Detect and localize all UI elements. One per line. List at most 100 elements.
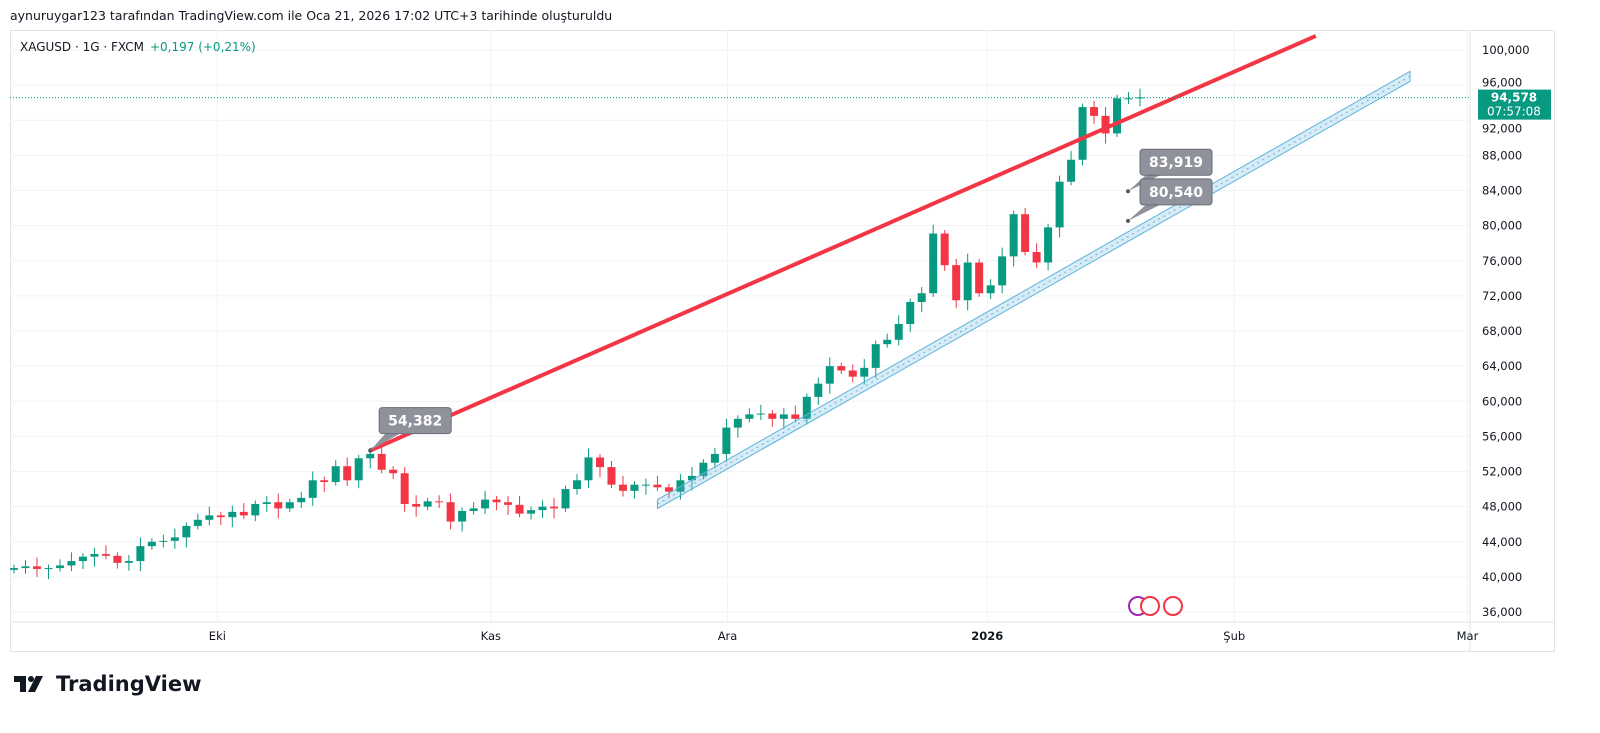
candle-body	[331, 466, 340, 483]
callout-label: 80,540	[1149, 185, 1203, 201]
candle	[147, 538, 156, 550]
candle-body	[308, 480, 317, 498]
last-price-value: 94,578	[1491, 91, 1537, 105]
candle	[1124, 92, 1133, 105]
candle	[871, 340, 880, 378]
candle	[929, 224, 938, 297]
candle-body	[147, 541, 156, 547]
candle	[124, 554, 133, 571]
candle-body	[10, 568, 18, 570]
y-tick-label: 44,000	[1482, 535, 1522, 549]
symbol-change: +0,197 (+0,21%)	[149, 40, 256, 54]
candle	[630, 481, 639, 499]
candle-body	[871, 344, 880, 368]
candle-body	[837, 366, 846, 371]
candle-body	[377, 453, 386, 470]
candle	[699, 459, 708, 480]
candle	[170, 528, 179, 549]
candle-body	[618, 484, 627, 491]
candle-body	[1124, 98, 1133, 100]
candle	[1009, 210, 1018, 267]
candle-body	[78, 556, 87, 562]
candle-body	[607, 467, 616, 485]
candle-body	[630, 484, 639, 491]
candle	[664, 483, 673, 498]
symbol-name: XAGUSD · 1G · FXCM	[20, 40, 144, 54]
candle	[584, 448, 593, 489]
candle-body	[1136, 97, 1145, 99]
candle	[435, 495, 444, 508]
candle	[492, 496, 501, 511]
candle-body	[354, 458, 363, 481]
candle-body	[1101, 115, 1110, 134]
y-tick-label: 80,000	[1482, 219, 1522, 233]
candle	[894, 315, 903, 346]
candle	[745, 408, 754, 423]
candle-body	[527, 510, 536, 514]
candle-body	[193, 519, 202, 526]
candle	[1113, 94, 1122, 137]
candle-body	[32, 566, 41, 569]
candle	[297, 491, 306, 508]
y-tick-label: 60,000	[1482, 394, 1522, 408]
candle	[1055, 175, 1064, 238]
candle	[883, 333, 892, 348]
candle-body	[814, 383, 823, 397]
candle-body	[205, 515, 214, 520]
price-callout: 83,919	[1126, 148, 1213, 194]
candle	[10, 564, 18, 574]
candle-body	[733, 418, 742, 428]
candle	[1090, 100, 1099, 124]
candle	[550, 497, 559, 519]
candle	[768, 410, 777, 427]
candle-body	[653, 484, 662, 488]
y-tick-label: 72,000	[1482, 289, 1522, 303]
candle	[1078, 103, 1087, 166]
candle-body	[262, 502, 271, 504]
candle-body	[44, 568, 53, 570]
candle	[285, 498, 294, 512]
y-tick-label: 36,000	[1482, 605, 1522, 619]
candle-body	[940, 233, 949, 266]
candle-body	[400, 473, 409, 504]
candle	[481, 490, 490, 515]
candle-body	[860, 367, 869, 377]
candle	[1044, 223, 1053, 271]
candle	[400, 467, 409, 512]
candle	[1032, 243, 1041, 269]
candle	[814, 377, 823, 405]
candle	[504, 496, 513, 515]
y-tick-label: 92,000	[1482, 122, 1522, 136]
candle	[998, 247, 1007, 294]
candle	[446, 493, 455, 530]
candle	[561, 485, 570, 512]
candle-body	[366, 453, 375, 459]
candle	[618, 475, 627, 497]
price-callout: 80,540	[1126, 178, 1213, 223]
candle	[423, 497, 432, 511]
candle-body	[239, 511, 248, 516]
candle-body	[124, 561, 133, 563]
candle-body	[802, 396, 811, 419]
candle	[641, 478, 650, 495]
y-tick-label: 100,000	[1482, 43, 1530, 57]
candle-body	[699, 462, 708, 476]
candle-body	[389, 469, 398, 474]
candle-body	[170, 537, 179, 541]
candle-body	[101, 554, 110, 556]
candle-body	[285, 502, 294, 509]
callout-label: 83,919	[1149, 155, 1203, 171]
tradingview-logo[interactable]: TradingView	[14, 672, 201, 696]
candle	[687, 467, 696, 491]
candle-body	[216, 515, 225, 518]
candle-body	[228, 511, 237, 518]
y-tick-label: 76,000	[1482, 254, 1522, 268]
candle	[136, 537, 145, 572]
candle	[515, 496, 524, 518]
candle-body	[504, 502, 513, 505]
candle	[101, 545, 110, 560]
candle	[331, 460, 340, 486]
candle	[458, 507, 467, 532]
candle	[262, 496, 271, 512]
